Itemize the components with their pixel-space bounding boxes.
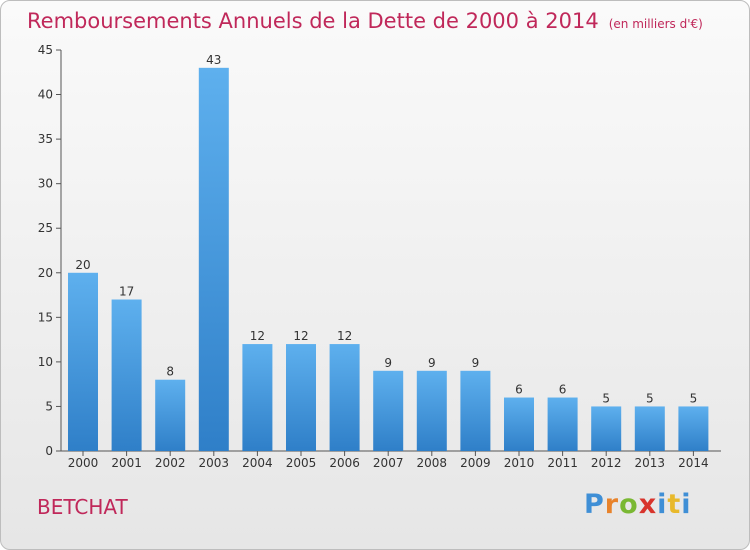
logo-letter: P [584,489,605,520]
x-tick-label: 2009 [460,456,491,470]
y-tick-label: 10 [38,355,53,369]
bar [329,344,360,451]
y-tick-label: 5 [45,399,53,413]
commune-name: BETCHAT [37,495,128,519]
bar [504,397,534,451]
logo-letter: i [657,489,668,520]
x-tick-label: 2002 [155,456,186,470]
x-tick-label: 2000 [68,456,99,470]
y-tick-label: 40 [38,88,53,102]
bar [460,370,491,451]
bar [416,370,447,451]
data-label: 6 [515,383,523,397]
logo-letter: r [604,489,620,520]
x-tick-label: 2004 [242,456,273,470]
y-tick-label: 0 [45,444,53,458]
bar [286,344,316,451]
data-label: 5 [646,391,654,405]
logo-letter: o [619,489,639,520]
y-tick-label: 30 [38,177,53,191]
data-labels: 20 17 8 43 12 12 12 9 9 9 6 6 5 5 5 [75,53,697,406]
bar [111,299,142,451]
x-tick-label: 2005 [286,456,317,470]
data-label: 12 [337,329,352,343]
x-tick-label: 2008 [417,456,448,470]
y-tick-label: 45 [38,43,53,57]
data-label: 17 [119,285,134,299]
x-tick-label: 2014 [678,456,709,470]
data-label: 20 [75,258,90,272]
logo-letter: i [681,489,692,520]
y-tick-label: 25 [38,221,53,235]
data-label: 9 [472,356,480,370]
bar [373,370,404,451]
x-tick-label: 2001 [111,456,142,470]
data-label: 5 [690,391,698,405]
logo-letter: x [638,489,658,520]
proxiti-logo[interactable]: Proxiti [584,489,692,520]
title-text: Remboursements Annuels de la Dette de 20… [27,9,599,33]
bar [547,397,578,451]
title-unit: (en milliers d'€) [608,17,703,31]
x-tick-label: 2010 [504,456,535,470]
x-tick-label: 2013 [635,456,666,470]
data-label: 5 [602,391,610,405]
bar [155,379,186,451]
x-tick-label: 2012 [591,456,622,470]
y-axis: 0 5 10 15 20 25 30 35 40 45 [38,43,62,458]
bars [68,67,709,452]
data-label: 9 [384,356,392,370]
data-label: 9 [428,356,436,370]
bar [634,406,665,451]
bar [242,344,273,451]
x-tick-label: 2007 [373,456,404,470]
data-label: 12 [293,329,308,343]
data-label: 8 [166,365,174,379]
x-tick-label: 2003 [199,456,230,470]
y-tick-label: 15 [38,310,53,324]
y-tick-label: 35 [38,132,53,146]
bar [68,272,98,451]
data-label: 12 [250,329,265,343]
bar [198,67,229,452]
x-tick-label: 2011 [547,456,578,470]
y-tick-label: 20 [38,266,53,280]
data-label: 43 [206,53,221,67]
x-axis: 2000 2001 2002 2003 2004 2005 2006 2007 2008 2009… [61,450,721,470]
bar [591,406,622,451]
logo-letter: t [667,489,682,520]
bar [678,406,709,451]
chart-title: Remboursements Annuels de la Dette de 20… [27,9,703,33]
data-label: 6 [559,383,567,397]
x-tick-label: 2006 [329,456,360,470]
